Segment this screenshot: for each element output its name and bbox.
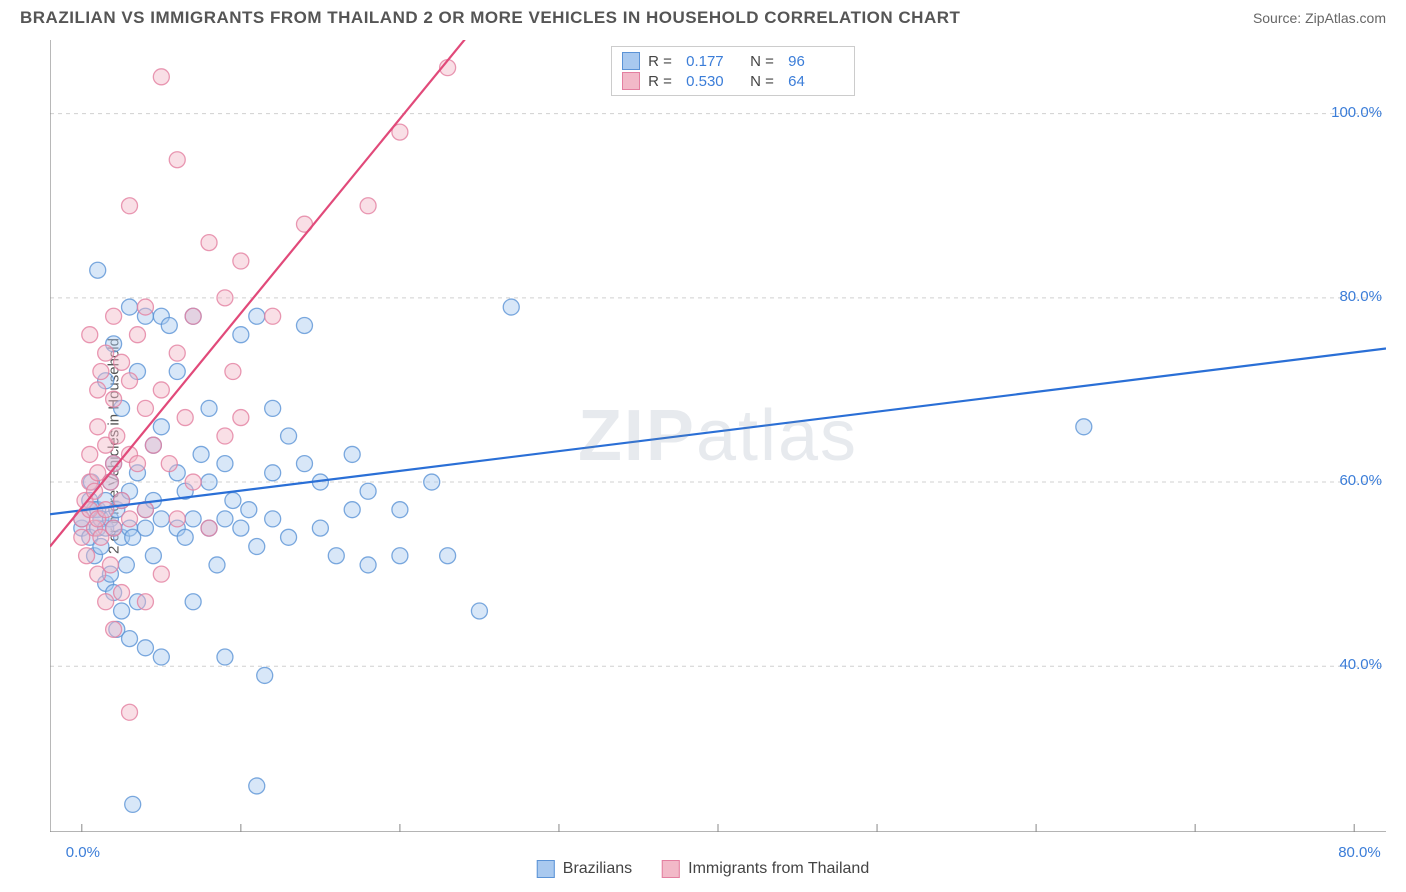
- legend-label: Brazilians: [563, 860, 632, 878]
- legend-swatch-icon: [622, 72, 640, 90]
- n-value: 64: [788, 73, 844, 90]
- legend-item-thailand: Immigrants from Thailand: [662, 860, 869, 878]
- n-label: N =: [750, 73, 780, 90]
- axis-tick-label: 0.0%: [66, 844, 100, 861]
- chart-title: BRAZILIAN VS IMMIGRANTS FROM THAILAND 2 …: [20, 8, 960, 28]
- legend-label: Immigrants from Thailand: [688, 860, 869, 878]
- chart-plot-area: ZIPatlas R =0.177N =96R =0.530N =64: [50, 40, 1386, 832]
- correlation-legend: R = 0.177 N = 96 R = 0.530 N = 64: [611, 46, 855, 96]
- series-legend: Brazilians Immigrants from Thailand: [537, 860, 869, 878]
- source-attribution: Source: ZipAtlas.com: [1253, 10, 1386, 26]
- legend-stat-row: R = 0.177 N = 96: [622, 51, 844, 71]
- legend-swatch-icon: [622, 52, 640, 70]
- r-label: R =: [648, 73, 678, 90]
- r-value: 0.177: [686, 53, 742, 70]
- legend-stat-row: R = 0.530 N = 64: [622, 71, 844, 91]
- axis-tick-label: 60.0%: [1339, 472, 1382, 489]
- axis-tick-label: 80.0%: [1339, 288, 1382, 305]
- axis-tick-label: 100.0%: [1331, 104, 1382, 121]
- n-value: 96: [788, 53, 844, 70]
- legend-swatch-icon: [537, 860, 555, 878]
- axis-tick-label: 80.0%: [1338, 844, 1381, 861]
- scatter-plot-svg: [50, 40, 1386, 832]
- n-label: N =: [750, 53, 780, 70]
- r-value: 0.530: [686, 73, 742, 90]
- legend-swatch-icon: [662, 860, 680, 878]
- axis-tick-label: 40.0%: [1339, 656, 1382, 673]
- r-label: R =: [648, 53, 678, 70]
- legend-item-brazilians: Brazilians: [537, 860, 632, 878]
